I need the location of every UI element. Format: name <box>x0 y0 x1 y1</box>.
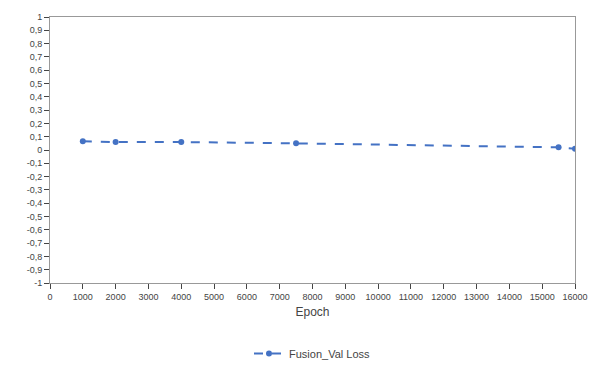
svg-text:-0,1: -0,1 <box>27 158 43 168</box>
svg-text:0,3: 0,3 <box>30 105 43 115</box>
svg-text:0,4: 0,4 <box>30 92 43 102</box>
svg-text:-0,3: -0,3 <box>27 185 43 195</box>
svg-text:5000: 5000 <box>204 292 224 302</box>
svg-text:0,6: 0,6 <box>30 65 43 75</box>
svg-text:0: 0 <box>37 145 42 155</box>
svg-text:3000: 3000 <box>138 292 158 302</box>
svg-text:-0,4: -0,4 <box>27 198 43 208</box>
svg-text:-0,2: -0,2 <box>27 172 43 182</box>
svg-text:0,8: 0,8 <box>30 39 43 49</box>
svg-text:-1: -1 <box>34 278 42 288</box>
svg-text:Epoch: Epoch <box>295 305 329 319</box>
svg-text:13000: 13000 <box>464 292 489 302</box>
svg-text:0: 0 <box>47 292 52 302</box>
svg-text:-0,9: -0,9 <box>27 265 43 275</box>
svg-text:7000: 7000 <box>270 292 290 302</box>
svg-text:-0,8: -0,8 <box>27 252 43 262</box>
svg-text:1000: 1000 <box>73 292 93 302</box>
svg-text:4000: 4000 <box>171 292 191 302</box>
svg-text:16000: 16000 <box>562 292 587 302</box>
svg-text:12000: 12000 <box>431 292 456 302</box>
svg-text:-0,5: -0,5 <box>27 212 43 222</box>
svg-text:6000: 6000 <box>237 292 257 302</box>
svg-text:Fusion_Val Loss: Fusion_Val Loss <box>289 348 370 360</box>
svg-text:0,7: 0,7 <box>30 52 43 62</box>
svg-text:15000: 15000 <box>530 292 555 302</box>
svg-text:0,9: 0,9 <box>30 25 43 35</box>
svg-text:14000: 14000 <box>497 292 522 302</box>
svg-text:1: 1 <box>37 12 42 22</box>
svg-text:11000: 11000 <box>399 292 423 302</box>
svg-text:2000: 2000 <box>106 292 126 302</box>
svg-text:0,5: 0,5 <box>30 79 43 89</box>
svg-text:9000: 9000 <box>335 292 355 302</box>
svg-text:-0,6: -0,6 <box>27 225 43 235</box>
svg-text:8000: 8000 <box>302 292 322 302</box>
svg-text:0,1: 0,1 <box>30 132 43 142</box>
svg-text:0,2: 0,2 <box>30 119 43 129</box>
svg-text:-0,7: -0,7 <box>27 238 43 248</box>
svg-text:10000: 10000 <box>366 292 391 302</box>
